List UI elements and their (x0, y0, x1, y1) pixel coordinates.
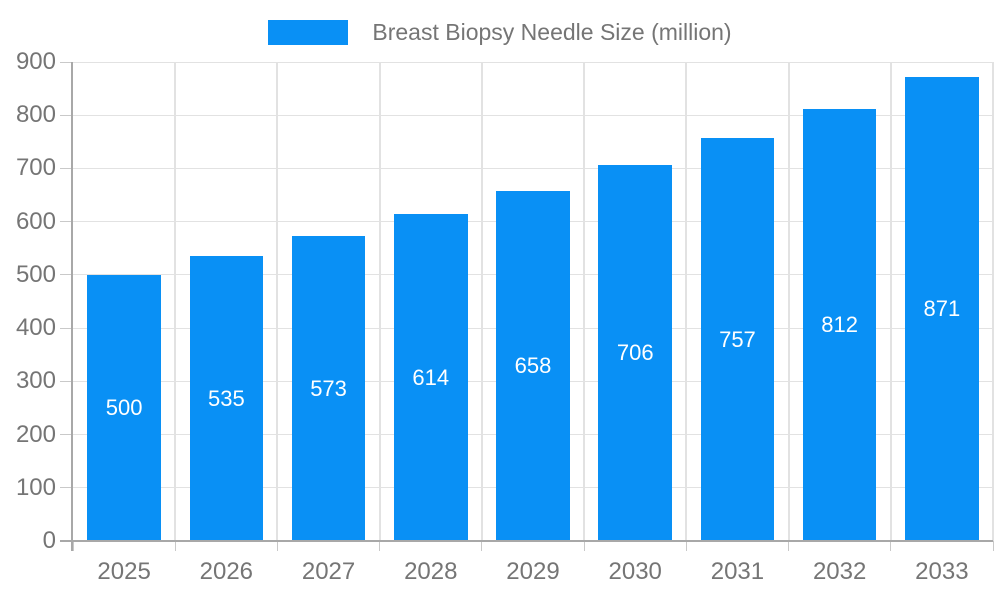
y-tick-label: 900 (15, 48, 56, 75)
x-tick (379, 541, 381, 551)
x-tick-label: 2025 (97, 558, 151, 585)
v-gridline (480, 62, 483, 541)
y-tick-label: 500 (15, 260, 56, 288)
y-tick (60, 61, 73, 63)
x-tick (583, 541, 585, 551)
bar-value-label: 812 (821, 311, 859, 337)
x-tick-label: 2032 (812, 558, 867, 585)
bar-value-label: 757 (719, 326, 756, 352)
x-tick (481, 541, 483, 551)
y-tick-label: 700 (15, 154, 56, 182)
bar: 706 (598, 165, 673, 541)
x-tick (276, 541, 278, 551)
bar: 535 (189, 256, 264, 541)
bar-value-label: 500 (105, 394, 143, 420)
bar: 614 (393, 214, 468, 541)
v-gridline (583, 62, 586, 541)
bar-value-label: 573 (310, 375, 347, 401)
h-gridline (73, 61, 993, 63)
x-tick-label: 2028 (404, 558, 458, 585)
y-tick (60, 434, 73, 436)
v-gridline (378, 62, 381, 541)
bar-value-label: 535 (207, 385, 245, 411)
v-gridline (685, 62, 688, 541)
bar: 871 (905, 77, 979, 541)
y-tick (60, 487, 73, 489)
x-tick-label: 2030 (608, 558, 662, 585)
v-gridline (174, 62, 177, 541)
v-gridline (889, 62, 892, 541)
x-tick-label: 2027 (301, 558, 356, 585)
x-tick-label: 2029 (506, 558, 560, 585)
y-tick (60, 114, 73, 116)
x-tick (685, 541, 687, 551)
v-gridline (276, 62, 279, 541)
bar: 757 (700, 138, 775, 541)
y-tick (60, 380, 73, 382)
y-axis-line (71, 62, 73, 551)
x-tick (992, 541, 994, 551)
y-tick (60, 221, 73, 223)
v-gridline (992, 62, 994, 541)
y-tick (60, 167, 73, 169)
y-tick-label: 600 (15, 207, 56, 235)
v-gridline (787, 62, 790, 541)
x-tick (788, 541, 790, 551)
bar-value-label: 614 (412, 364, 450, 390)
y-tick-label: 300 (15, 367, 56, 395)
x-tick (890, 541, 892, 551)
x-tick (174, 541, 176, 551)
x-tick (72, 541, 74, 551)
x-tick-label: 2031 (710, 558, 765, 585)
h-gridline (73, 114, 993, 116)
legend-swatch (268, 19, 349, 45)
bar: 812 (802, 108, 877, 541)
y-tick (60, 327, 73, 329)
x-axis-line (60, 540, 993, 542)
bar-value-label: 871 (923, 296, 961, 322)
bar: 500 (87, 274, 161, 541)
bar: 658 (496, 190, 570, 541)
bar-value-label: 706 (616, 340, 654, 366)
y-tick-label: 0 (42, 527, 56, 554)
x-tick-label: 2033 (915, 558, 969, 585)
bar-value-label: 658 (514, 352, 552, 378)
y-tick-label: 200 (15, 420, 56, 448)
x-tick-label: 2026 (199, 558, 254, 585)
bar: 573 (291, 236, 366, 541)
h-gridline (73, 167, 993, 169)
y-tick-label: 800 (15, 101, 56, 129)
y-tick-label: 400 (15, 314, 56, 342)
legend-label: Breast Biopsy Needle Size (million) (372, 19, 732, 45)
y-tick-label: 100 (15, 473, 56, 501)
y-tick (60, 274, 73, 276)
legend[interactable]: Breast Biopsy Needle Size (million) (0, 19, 1000, 45)
